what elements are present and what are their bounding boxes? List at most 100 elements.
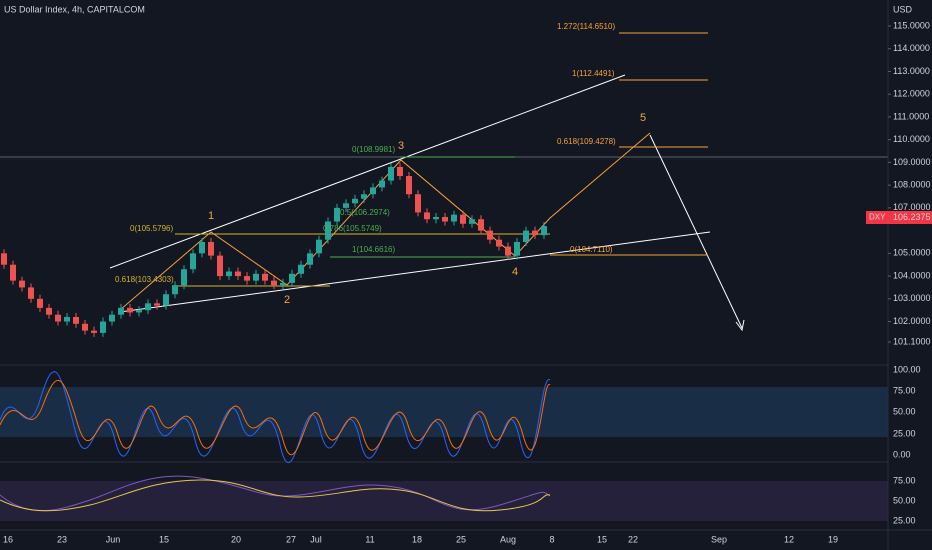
rsi-tick-label: 75.00	[893, 475, 916, 485]
candle	[181, 269, 187, 286]
fib-label: 0.618(103.4303)	[115, 275, 174, 284]
x-tick-label: 18	[412, 534, 422, 544]
candle	[217, 255, 223, 277]
x-tick-label: 19	[828, 534, 838, 544]
candle	[262, 273, 268, 281]
y-tick-label: 111.0000	[893, 111, 929, 121]
wave-label: 1	[208, 210, 214, 222]
chart-title: US Dollar Index, 4h, CAPITALCOM	[4, 4, 145, 14]
candle	[10, 264, 16, 281]
y-tick-label: 104.0000	[893, 270, 931, 280]
stoch-k	[0, 371, 551, 463]
y-tick-label: 107.0000	[893, 202, 931, 212]
x-tick-label: 25	[456, 534, 466, 544]
candle	[253, 273, 259, 281]
candle	[514, 241, 520, 256]
fib-label: 0.5(106.2974)	[340, 208, 390, 217]
candle	[37, 298, 43, 308]
candle	[388, 166, 394, 181]
candle	[145, 303, 151, 311]
candle	[226, 271, 232, 277]
y-tick-label: 112.0000	[893, 89, 930, 99]
candle	[442, 216, 448, 222]
x-tick-label: 16	[3, 534, 13, 544]
candle	[64, 316, 70, 322]
candle	[334, 207, 340, 222]
price-tag	[866, 211, 932, 224]
candle	[19, 280, 25, 288]
y-tick-label: 101.1000	[893, 336, 931, 346]
channel-upper	[109, 74, 626, 269]
candle	[91, 330, 97, 333]
x-tick-label: 27	[286, 534, 296, 544]
candle	[298, 264, 304, 274]
candle	[46, 307, 52, 315]
rsi-ma	[0, 479, 551, 512]
x-tick-label: 15	[159, 534, 169, 544]
fib-label: 0.786(105.5749)	[323, 224, 382, 233]
candle	[343, 203, 349, 208]
x-tick-label: 15	[597, 534, 607, 544]
candle	[316, 239, 322, 254]
candle	[118, 307, 124, 315]
fib-label: 1(104.6616)	[352, 245, 395, 254]
x-tick-label: Sep	[711, 534, 727, 544]
candle	[82, 323, 88, 331]
candle	[415, 194, 421, 213]
candle	[523, 230, 529, 242]
fib-label: 1.272(114.6510)	[557, 22, 615, 31]
candle	[154, 303, 160, 306]
x-tick-label: Jul	[310, 534, 322, 544]
y-tick-label: 113.0000	[893, 66, 930, 76]
candle	[199, 241, 205, 254]
x-tick-label: 22	[628, 534, 638, 544]
candle	[370, 187, 376, 195]
candle	[325, 221, 331, 240]
projection-down	[649, 134, 743, 329]
x-tick-label: 11	[365, 534, 374, 544]
wave-label: 5	[640, 112, 646, 124]
candle	[100, 321, 106, 333]
y-tick-label: 110.0000	[893, 134, 930, 144]
wave-label: 3	[398, 140, 404, 152]
candle	[361, 194, 367, 199]
candle	[208, 241, 214, 256]
candle	[469, 219, 475, 224]
candle	[307, 253, 313, 265]
candle	[280, 282, 286, 286]
trend-lines	[109, 74, 745, 332]
stoch-tick-label: 50.00	[893, 406, 916, 416]
symbol: DXY	[869, 213, 886, 222]
y-tick-label: 103.0000	[893, 293, 931, 303]
candle	[433, 216, 439, 220]
wave-label: 4	[512, 266, 518, 278]
candle	[163, 294, 169, 306]
stoch-band	[0, 387, 888, 437]
candle	[172, 285, 178, 295]
candle	[28, 287, 34, 299]
x-tick-label: 8	[549, 534, 554, 544]
fib-label: 0(104.7110)	[570, 245, 613, 254]
fib-label: 0.618(109.4278)	[557, 137, 616, 146]
candle	[271, 280, 277, 286]
rsi-tick-label: 25.00	[893, 515, 916, 525]
stoch-tick-label: 25.00	[893, 428, 916, 438]
y-tick-label: 115.0000	[893, 20, 930, 30]
rsi-line	[0, 475, 551, 512]
candles	[1, 162, 547, 337]
stoch-d	[0, 380, 551, 456]
candle	[424, 212, 430, 220]
candle	[406, 176, 412, 195]
candle	[532, 230, 538, 236]
stoch-tick-label: 100.00	[893, 364, 921, 374]
candle	[190, 253, 196, 270]
y-tick-label: 108.0000	[893, 180, 931, 190]
candle	[136, 310, 142, 313]
fib-lines	[175, 32, 708, 287]
rsi-band	[0, 481, 888, 521]
x-tick-label: 23	[57, 534, 67, 544]
wave-zigzag	[119, 132, 651, 311]
